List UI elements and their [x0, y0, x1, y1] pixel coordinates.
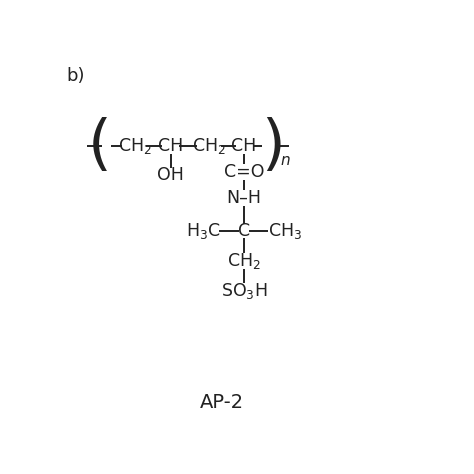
- Text: CH$_2$: CH$_2$: [192, 137, 226, 156]
- Text: b): b): [66, 67, 85, 85]
- Text: N–H: N–H: [227, 189, 262, 207]
- Text: CH: CH: [158, 137, 183, 155]
- Text: ): ): [261, 117, 284, 176]
- Text: CH: CH: [231, 137, 257, 155]
- Text: H$_3$C: H$_3$C: [186, 221, 221, 241]
- Text: AP-2: AP-2: [200, 393, 244, 412]
- Text: (: (: [88, 117, 112, 176]
- Text: SO$_3$H: SO$_3$H: [221, 281, 267, 301]
- Text: n: n: [280, 153, 290, 168]
- Text: CH$_2$: CH$_2$: [118, 137, 152, 156]
- Text: CH$_2$: CH$_2$: [227, 251, 261, 271]
- Text: C: C: [238, 222, 250, 240]
- Text: OH: OH: [157, 166, 184, 184]
- Text: C=O: C=O: [224, 163, 264, 181]
- Text: CH$_3$: CH$_3$: [268, 221, 302, 241]
